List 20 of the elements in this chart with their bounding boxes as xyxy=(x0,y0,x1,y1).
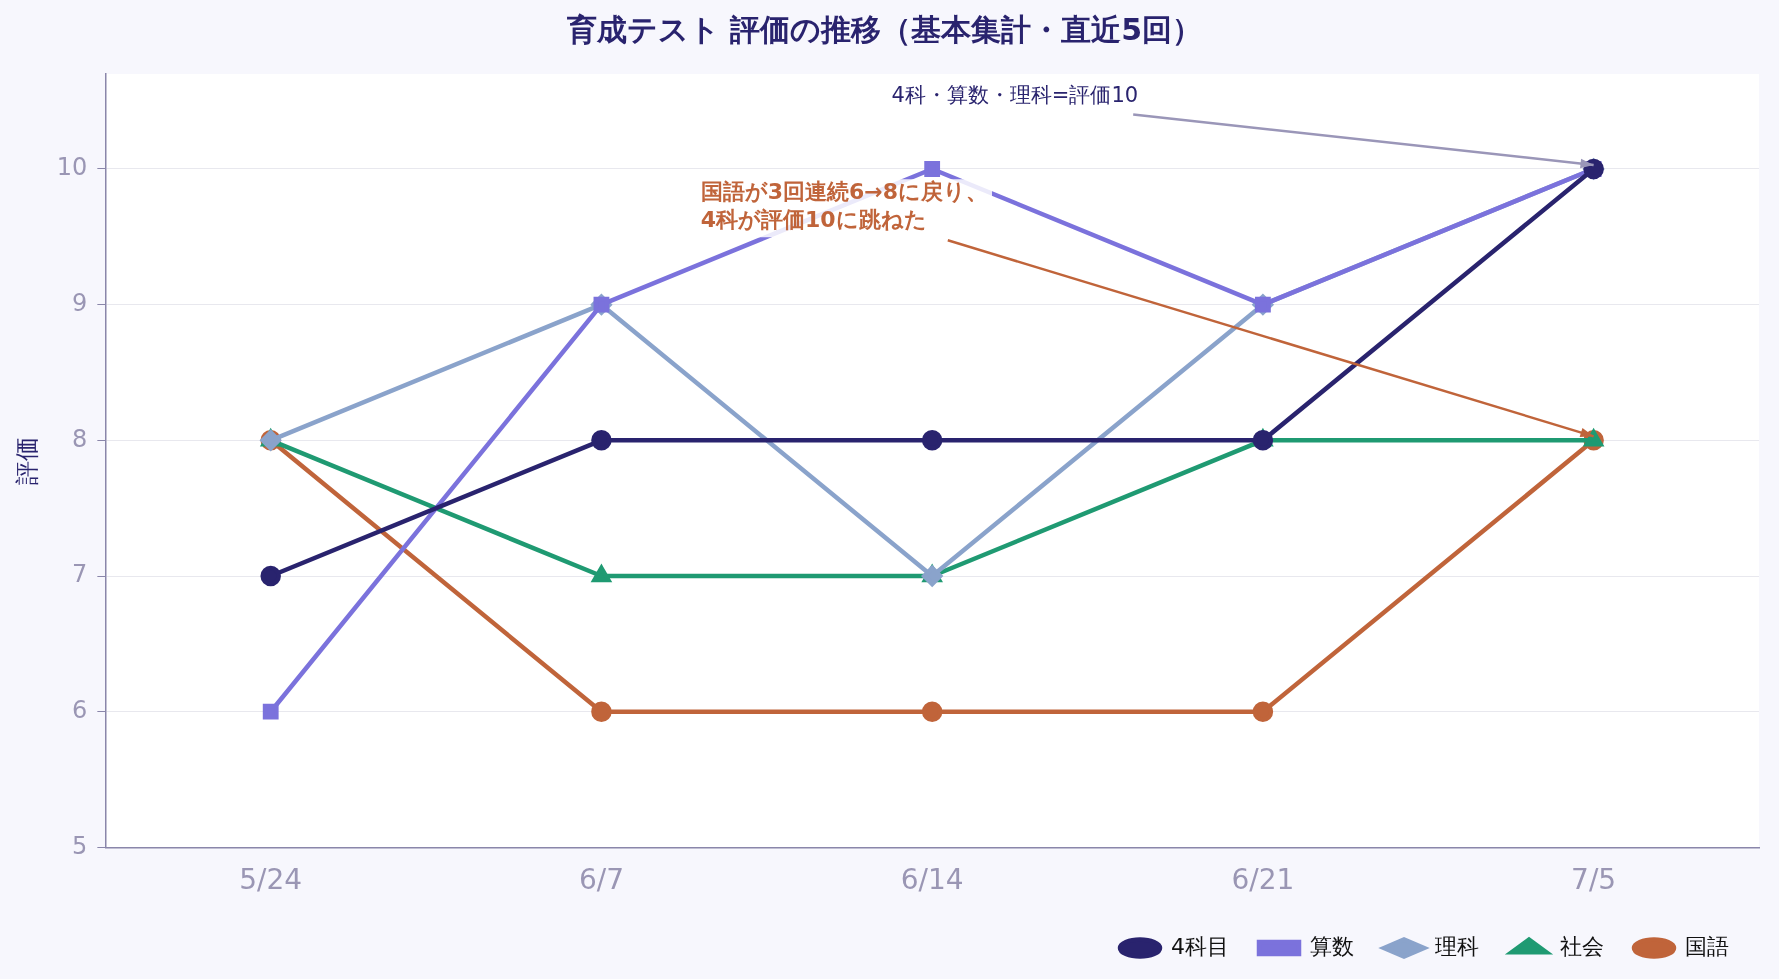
legend-label: 4科目 xyxy=(1171,933,1229,959)
annotation: 4科・算数・理科=評価10 xyxy=(891,82,1139,107)
y-tick-label: 7 xyxy=(72,560,88,589)
y-tick-label: 6 xyxy=(72,695,88,724)
y-axis-title: 評価 xyxy=(12,436,41,485)
x-tick-label: 5/24 xyxy=(239,863,303,897)
x-tick-label: 6/21 xyxy=(1231,863,1295,897)
y-tick-label: 9 xyxy=(72,288,88,317)
y-tick-label: 10 xyxy=(56,153,88,182)
x-tick-label: 6/7 xyxy=(578,863,624,897)
legend-label: 国語 xyxy=(1685,933,1729,959)
x-tick-label: 7/5 xyxy=(1571,863,1617,897)
x-tick-label: 6/14 xyxy=(900,863,964,897)
y-tick-label: 8 xyxy=(72,424,88,453)
legend-label: 理科 xyxy=(1435,933,1479,959)
y-tick-label: 5 xyxy=(72,831,88,860)
annotation: 国語が3回連続6→8に戻り、 4科が評価10に跳ねた xyxy=(700,178,989,232)
legend-label: 社会 xyxy=(1560,933,1604,959)
chart-title: 育成テスト 評価の推移（基本集計・直近5回） xyxy=(565,11,1203,47)
legend-label: 算数 xyxy=(1310,933,1354,959)
